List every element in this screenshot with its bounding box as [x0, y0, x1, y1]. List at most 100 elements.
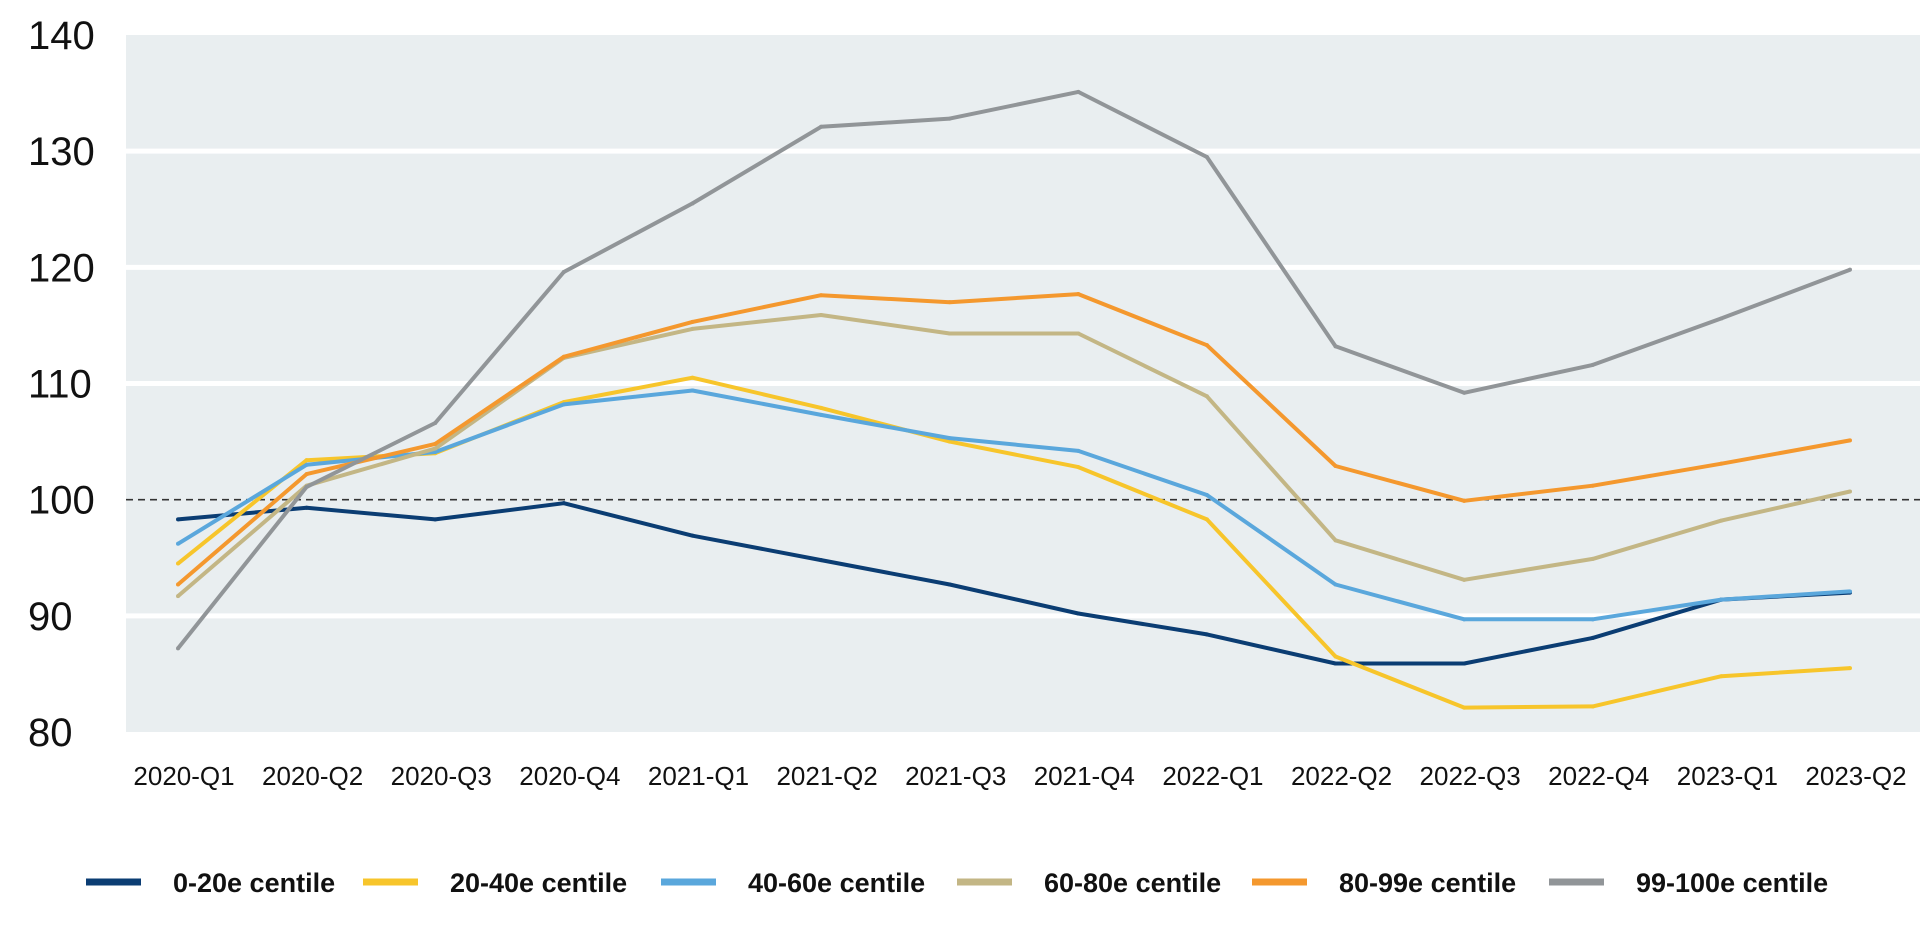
- x-tick-label: 2022-Q4: [1548, 761, 1649, 791]
- data-point: [819, 558, 824, 563]
- data-point: [1590, 483, 1595, 488]
- data-point: [1204, 394, 1209, 399]
- data-point: [947, 331, 952, 336]
- data-point: [1590, 617, 1595, 622]
- data-point: [1204, 154, 1209, 159]
- data-point: [304, 472, 309, 477]
- data-point: [947, 436, 952, 441]
- data-point: [1590, 635, 1595, 640]
- series-line-2: [176, 388, 1851, 622]
- data-point: [176, 517, 180, 522]
- y-axis-ticks: 140 130 120 110 100 90 80: [28, 14, 95, 755]
- x-axis-ticks: 2020-Q1 2020-Q2 2020-Q3 2020-Q4 2021-Q1 2021-…: [133, 761, 1906, 791]
- data-point: [1333, 582, 1338, 587]
- data-point: [819, 405, 824, 410]
- data-point: [433, 441, 438, 446]
- data-point: [176, 646, 180, 651]
- data-point: [561, 402, 566, 407]
- data-point: [819, 412, 824, 417]
- data-point: [947, 582, 952, 587]
- data-point: [1076, 331, 1081, 336]
- data-point: [176, 561, 180, 566]
- data-point: [304, 458, 309, 463]
- data-point: [1590, 362, 1595, 367]
- x-tick-label: 2022-Q2: [1291, 761, 1392, 791]
- data-point: [1848, 666, 1852, 671]
- data-point: [1590, 556, 1595, 561]
- data-point: [304, 462, 309, 467]
- legend-label: 20-40e centile: [450, 868, 627, 898]
- x-tick-label: 2023-Q2: [1805, 761, 1906, 791]
- series-line-5: [176, 89, 1851, 650]
- data-point: [690, 201, 695, 206]
- legend-label: 60-80e centile: [1044, 868, 1221, 898]
- data-point: [1076, 89, 1081, 94]
- data-point: [690, 375, 695, 380]
- data-point: [819, 293, 824, 298]
- y-tick-label: 140: [28, 14, 95, 58]
- data-point: [1204, 632, 1209, 637]
- data-point: [1076, 611, 1081, 616]
- data-point: [1848, 589, 1852, 594]
- y-tick-label: 80: [28, 711, 73, 755]
- data-point: [1719, 674, 1724, 679]
- data-point: [176, 594, 180, 599]
- series-line-3: [176, 313, 1851, 598]
- x-tick-label: 2021-Q2: [776, 761, 877, 791]
- data-point: [433, 420, 438, 425]
- data-point: [1333, 463, 1338, 468]
- data-point: [1204, 517, 1209, 522]
- data-point: [304, 505, 309, 510]
- data-point: [819, 124, 824, 129]
- data-point: [176, 582, 180, 587]
- legend-label: 40-60e centile: [748, 868, 925, 898]
- data-point: [1462, 705, 1467, 710]
- data-point: [1462, 498, 1467, 503]
- data-point: [1204, 493, 1209, 498]
- data-point: [1848, 489, 1852, 494]
- data-point: [690, 326, 695, 331]
- x-tick-label: 2021-Q4: [1034, 761, 1135, 791]
- data-point: [1719, 518, 1724, 523]
- data-point: [1462, 617, 1467, 622]
- data-point: [1848, 438, 1852, 443]
- data-point: [433, 517, 438, 522]
- data-point: [1076, 292, 1081, 297]
- data-point: [1462, 577, 1467, 582]
- x-tick-label: 2020-Q4: [519, 761, 620, 791]
- x-tick-label: 2020-Q1: [133, 761, 234, 791]
- y-tick-label: 130: [28, 130, 95, 174]
- data-point: [1590, 704, 1595, 709]
- data-point: [1076, 465, 1081, 470]
- data-point: [1076, 448, 1081, 453]
- data-point: [433, 446, 438, 451]
- data-point: [1719, 461, 1724, 466]
- y-tick-label: 100: [28, 479, 95, 523]
- data-point: [1204, 343, 1209, 348]
- data-point: [433, 450, 438, 455]
- x-tick-label: 2022-Q3: [1420, 761, 1521, 791]
- legend-label: 0-20e centile: [173, 868, 335, 898]
- data-point: [690, 533, 695, 538]
- data-point: [1462, 661, 1467, 666]
- gridlines: [126, 148, 1920, 619]
- x-tick-label: 2023-Q1: [1677, 761, 1778, 791]
- data-point: [1462, 390, 1467, 395]
- data-point: [690, 319, 695, 324]
- data-point: [1333, 661, 1338, 666]
- data-point: [947, 300, 952, 305]
- data-point: [1333, 654, 1338, 659]
- x-tick-label: 2021-Q3: [905, 761, 1006, 791]
- data-point: [819, 312, 824, 317]
- data-point: [947, 116, 952, 121]
- data-point: [1333, 538, 1338, 543]
- x-tick-label: 2020-Q2: [262, 761, 363, 791]
- y-tick-label: 90: [28, 595, 73, 639]
- y-tick-label: 110: [28, 363, 92, 407]
- x-tick-label: 2020-Q3: [391, 761, 492, 791]
- legend: 0-20e centile 20-40e centile 40-60e centil…: [86, 868, 1828, 898]
- series-lines: [176, 89, 1852, 710]
- data-point: [1719, 597, 1724, 602]
- data-point: [561, 501, 566, 506]
